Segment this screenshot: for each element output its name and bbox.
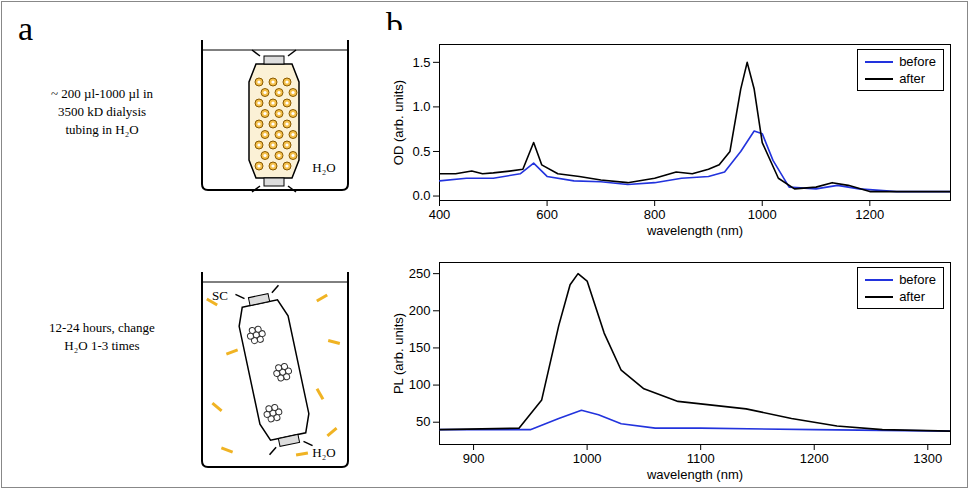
svg-text:H₂O 1-3 times: H₂O 1-3 times <box>64 338 139 353</box>
svg-text:H₂O: H₂O <box>312 160 335 175</box>
svg-text:800: 800 <box>644 207 666 222</box>
svg-text:250: 250 <box>409 266 431 281</box>
html-text:b: b <box>386 6 403 43</box>
svg-text:600: 600 <box>536 207 558 222</box>
html-text:after: after <box>899 289 926 304</box>
svg-text:0.5: 0.5 <box>412 144 430 159</box>
html-text:before: before <box>899 272 936 287</box>
svg-text:900: 900 <box>463 451 485 466</box>
svg-text:0.0: 0.0 <box>412 188 430 203</box>
html-text:after: after <box>899 71 926 86</box>
svg-text:50: 50 <box>416 414 430 429</box>
svg-text:1.5: 1.5 <box>412 54 430 69</box>
svg-text:OD (arb. units): OD (arb. units) <box>391 80 406 165</box>
svg-text:1.0: 1.0 <box>412 99 430 114</box>
svg-text:tubing in H₂O: tubing in H₂O <box>65 122 138 137</box>
svg-text:PL (arb. units): PL (arb. units) <box>391 313 406 394</box>
svg-text:1000: 1000 <box>748 207 777 222</box>
html-text:before: before <box>899 54 936 69</box>
svg-text:wavelength (nm): wavelength (nm) <box>646 223 743 238</box>
svg-text:H₂O: H₂O <box>312 445 335 460</box>
html-text:a: a <box>18 10 34 47</box>
svg-text:SC: SC <box>212 288 228 303</box>
svg-text:150: 150 <box>409 340 431 355</box>
svg-text:200: 200 <box>409 303 431 318</box>
svg-text:~ 200 µl-1000 µl in: ~ 200 µl-1000 µl in <box>51 86 154 101</box>
svg-text:1300: 1300 <box>913 451 942 466</box>
svg-text:3500 kD dialysis: 3500 kD dialysis <box>58 104 146 119</box>
svg-text:1200: 1200 <box>800 451 829 466</box>
svg-text:1200: 1200 <box>855 207 884 222</box>
svg-text:wavelength (nm): wavelength (nm) <box>646 467 743 482</box>
svg-text:1000: 1000 <box>573 451 602 466</box>
svg-text:12-24 hours, change: 12-24 hours, change <box>49 320 155 335</box>
svg-text:400: 400 <box>429 207 451 222</box>
svg-text:1100: 1100 <box>687 451 715 466</box>
svg-text:100: 100 <box>409 377 431 392</box>
